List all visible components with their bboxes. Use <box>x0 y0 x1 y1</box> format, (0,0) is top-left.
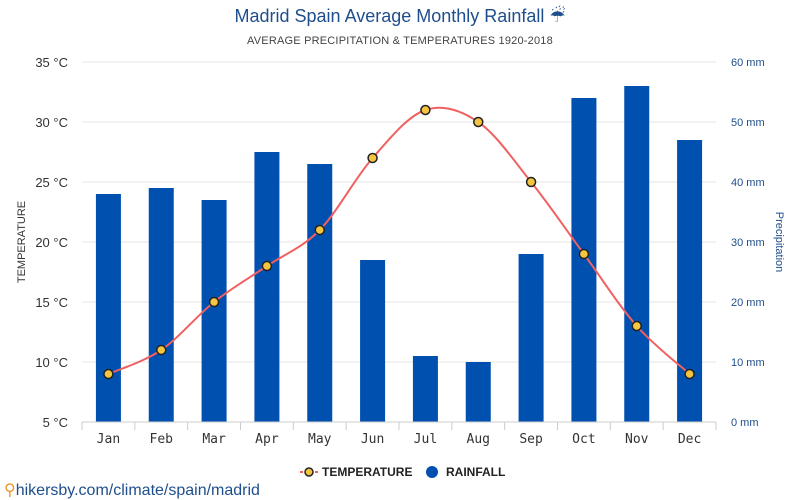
x-tick-label-apr: Apr <box>255 432 279 447</box>
x-tick-label-jun: Jun <box>361 432 384 447</box>
source-link[interactable]: ⚲hikersby.com/climate/spain/madrid <box>4 480 260 500</box>
y-axis-right: 0 mm 10 mm 20 mm 30 mm 40 mm 50 mm 60 mm <box>731 57 765 429</box>
rainfall-bars <box>95 86 703 422</box>
legend-item-rainfall[interactable]: RAINFALL <box>426 465 505 479</box>
temperature-point-aug <box>473 116 484 128</box>
rainfall-bar-jul <box>412 356 438 422</box>
location-pin-icon: ⚲ <box>4 482 16 499</box>
grid-lines <box>82 61 716 423</box>
rainfall-bar-sep <box>518 254 544 422</box>
umbrella-rain-icon: ☔ <box>549 6 566 26</box>
legend-label-temperature: TEMPERATURE <box>322 465 412 479</box>
y-right-tick-label: 40 mm <box>731 177 765 189</box>
legend: TEMPERATURE RAINFALL <box>300 465 505 479</box>
y-right-tick-label: 50 mm <box>731 117 765 129</box>
x-tick-label-oct: Oct <box>572 432 595 447</box>
x-tick-label-jul: Jul <box>414 432 437 447</box>
temperature-point-jan <box>103 368 114 380</box>
rainfall-bar-nov <box>624 86 650 422</box>
y-left-tick-label: 5 °C <box>43 415 68 430</box>
chart-title: Madrid Spain Average Monthly Rainfall ☔ <box>0 6 800 27</box>
temperature-point-mar <box>208 296 220 308</box>
y-left-tick-label: 25 °C <box>35 175 68 190</box>
legend-label-rainfall: RAINFALL <box>446 465 505 479</box>
temperature-line <box>108 106 691 375</box>
temperature-point-dec <box>684 368 695 380</box>
x-tick-label-dec: Dec <box>678 432 701 447</box>
y-right-tick-label: 60 mm <box>731 57 765 69</box>
y-left-tick-label: 20 °C <box>35 235 68 250</box>
temperature-point-nov <box>631 320 642 332</box>
legend-rainfall-marker <box>426 466 438 478</box>
y-axis-left: 5 °C 10 °C 15 °C 20 °C 25 °C 30 °C 35 °C <box>35 55 68 430</box>
temperature-point-oct <box>578 248 590 260</box>
temperature-point-may <box>314 224 325 236</box>
rainfall-bar-mar <box>201 200 227 422</box>
legend-temperature-marker <box>304 467 314 477</box>
rainfall-bar-dec <box>677 140 703 422</box>
x-tick-label-mar: Mar <box>202 432 226 447</box>
y-right-tick-label: 30 mm <box>731 237 765 249</box>
temperature-point-apr <box>261 260 273 272</box>
rainfall-bar-aug <box>465 362 491 422</box>
temperature-point-jun <box>367 152 378 164</box>
rainfall-bar-feb <box>148 188 174 422</box>
temperature-point-feb <box>156 344 167 356</box>
y-left-tick-label: 10 °C <box>35 355 68 370</box>
x-tick-label-jan: Jan <box>97 432 120 447</box>
y-right-tick-label: 10 mm <box>731 357 765 369</box>
temperature-point-sep <box>525 176 537 188</box>
rainfall-bar-apr <box>254 152 280 422</box>
x-tick-label-sep: Sep <box>519 432 543 447</box>
x-tick-label-nov: Nov <box>625 432 649 447</box>
rainfall-bar-oct <box>571 98 597 422</box>
source-text: hikersby.com/climate/spain/madrid <box>15 482 260 499</box>
rainfall-bar-jun <box>360 260 386 422</box>
rainfall-bar-may <box>307 164 333 422</box>
temperature-markers <box>103 104 695 380</box>
x-tick-label-may: May <box>308 432 332 447</box>
legend-item-temperature[interactable]: TEMPERATURE <box>300 465 412 479</box>
y-left-tick-label: 15 °C <box>35 295 68 310</box>
rainfall-bar-jan <box>95 194 121 422</box>
chart-subtitle: AVERAGE PRECIPITATION & TEMPERATURES 192… <box>247 35 553 47</box>
y-right-tick-label: 20 mm <box>731 297 765 309</box>
y-axis-right-title: Precipitation <box>773 212 785 273</box>
y-right-tick-label: 0 mm <box>731 417 759 429</box>
y-axis-left-title: TEMPERATURE <box>16 201 28 283</box>
chart-title-text: Madrid Spain Average Monthly Rainfall <box>234 6 545 26</box>
y-left-tick-label: 30 °C <box>35 115 68 130</box>
temperature-point-jul <box>420 104 431 116</box>
x-tick-label-aug: Aug <box>467 432 490 447</box>
x-tick-label-feb: Feb <box>150 432 174 447</box>
x-axis: Jan Feb Mar Apr May Jun Jul Aug Sep Oct Nov Dec <box>81 421 717 447</box>
y-left-tick-label: 35 °C <box>35 55 68 70</box>
